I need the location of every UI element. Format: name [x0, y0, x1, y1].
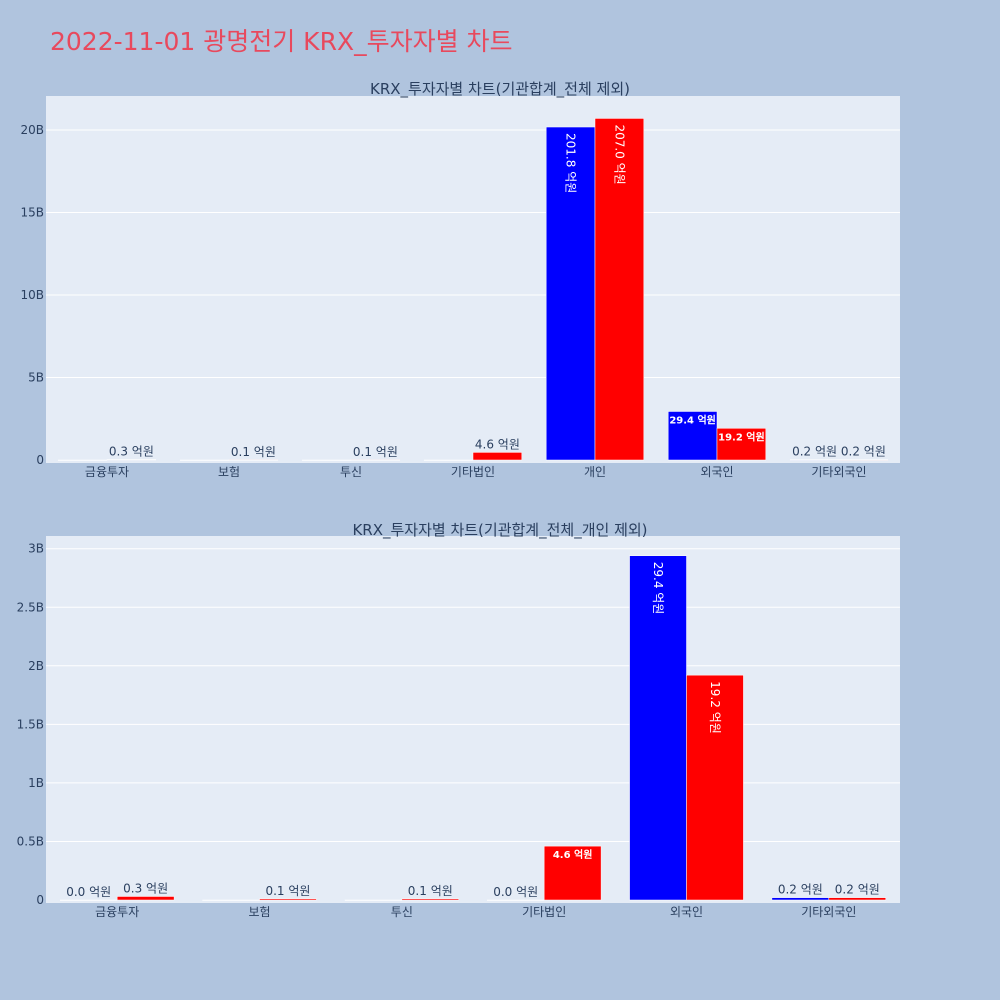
data-label: 29.4 억원: [669, 413, 716, 426]
data-label: 0.2 억원: [778, 883, 823, 897]
data-label: 19.2 억원: [718, 430, 765, 443]
bar: [716, 428, 767, 461]
bar: [344, 899, 403, 901]
bar: [771, 897, 830, 901]
x-tick-label: 투신: [391, 905, 413, 919]
data-label: 0.0 억원: [66, 885, 111, 899]
data-label: 29.4 억원: [651, 562, 665, 615]
y-tick-label: 2B: [28, 659, 44, 673]
bar: [828, 897, 887, 901]
y-tick-label: 15B: [20, 206, 44, 220]
x-tick-label: 외국인: [700, 465, 733, 479]
x-tick-label: 기타법인: [522, 905, 566, 919]
bar: [116, 896, 175, 901]
chart-excluding-individual: KRX_투자자별 차트(기관합계_전체_개인 제외) 0 0.5B 1B 1.5B 2B 2…: [17, 521, 900, 919]
bar: [667, 411, 718, 461]
y-tick-label: 0: [36, 453, 44, 467]
x-tick-label: 금융투자: [95, 905, 139, 919]
data-label: 4.6 억원: [475, 437, 520, 451]
data-label: 0.0 억원: [493, 885, 538, 899]
x-tick-label: 보험: [218, 465, 240, 479]
x-tick-label: 투신: [340, 465, 362, 479]
bar: [350, 459, 401, 461]
bar: [59, 899, 118, 901]
data-label: 0.3 억원: [123, 881, 168, 895]
data-label: 0.1 억원: [231, 445, 276, 459]
bar: [57, 459, 108, 461]
data-label: 19.2 억원: [708, 681, 722, 734]
bar: [629, 555, 687, 901]
y-tick-label: 20B: [20, 123, 44, 137]
x-tick-label: 개인: [584, 465, 606, 479]
data-label: 0.2 억원: [792, 445, 837, 459]
bar: [401, 898, 460, 901]
data-label: 0.2 억원: [841, 445, 886, 459]
bar: [301, 459, 352, 461]
x-tick-label: 보험: [248, 905, 270, 919]
data-label: 0.3 억원: [109, 445, 154, 459]
bar: [486, 899, 545, 901]
page-title: 2022-11-01 광명전기 KRX_투자자별 차트: [50, 27, 513, 56]
chart-title: KRX_투자자별 차트(기관합계_전체 제외): [370, 80, 630, 99]
bar: [106, 459, 157, 461]
y-tick-label: 0.5B: [17, 834, 44, 848]
plot-area: [46, 536, 900, 903]
data-label: 0.1 억원: [265, 884, 310, 898]
y-tick-label: 1B: [28, 776, 44, 790]
y-tick-label: 1.5B: [17, 717, 44, 731]
bar: [202, 899, 260, 901]
bar: [179, 459, 230, 461]
bar: [543, 845, 602, 901]
bar: [228, 459, 279, 461]
plot-area: [46, 96, 900, 463]
x-tick-label: 외국인: [670, 905, 703, 919]
bar: [686, 674, 744, 901]
y-tick-label: 10B: [20, 288, 44, 302]
bar: [472, 452, 523, 461]
x-tick-label: 금융투자: [85, 465, 129, 479]
chart-overall: KRX_투자자별 차트(기관합계_전체 제외) 0 5B 10B 15B 20B 금융투자 0…: [20, 80, 900, 479]
bar: [789, 459, 840, 461]
y-tick-label: 5B: [28, 371, 44, 385]
data-label: 201.8 억원: [564, 133, 578, 193]
x-tick-label: 기타외국인: [801, 905, 856, 919]
x-tick-label: 기타외국인: [811, 465, 866, 479]
data-label: 0.1 억원: [353, 445, 398, 459]
bar: [545, 126, 596, 461]
data-label: 0.1 억원: [408, 884, 453, 898]
data-label: 4.6 억원: [553, 848, 593, 861]
bar: [838, 459, 889, 461]
y-tick-label: 2.5B: [17, 600, 44, 614]
data-label: 207.0 억원: [612, 124, 626, 184]
y-tick-label: 0: [36, 893, 44, 907]
x-tick-label: 기타법인: [451, 465, 495, 479]
bar: [423, 459, 474, 461]
chart-title: KRX_투자자별 차트(기관합계_전체_개인 제외): [352, 521, 647, 540]
bar: [594, 118, 645, 461]
data-label: 0.2 억원: [835, 883, 880, 897]
y-tick-label: 3B: [28, 542, 44, 556]
bar: [259, 898, 317, 901]
